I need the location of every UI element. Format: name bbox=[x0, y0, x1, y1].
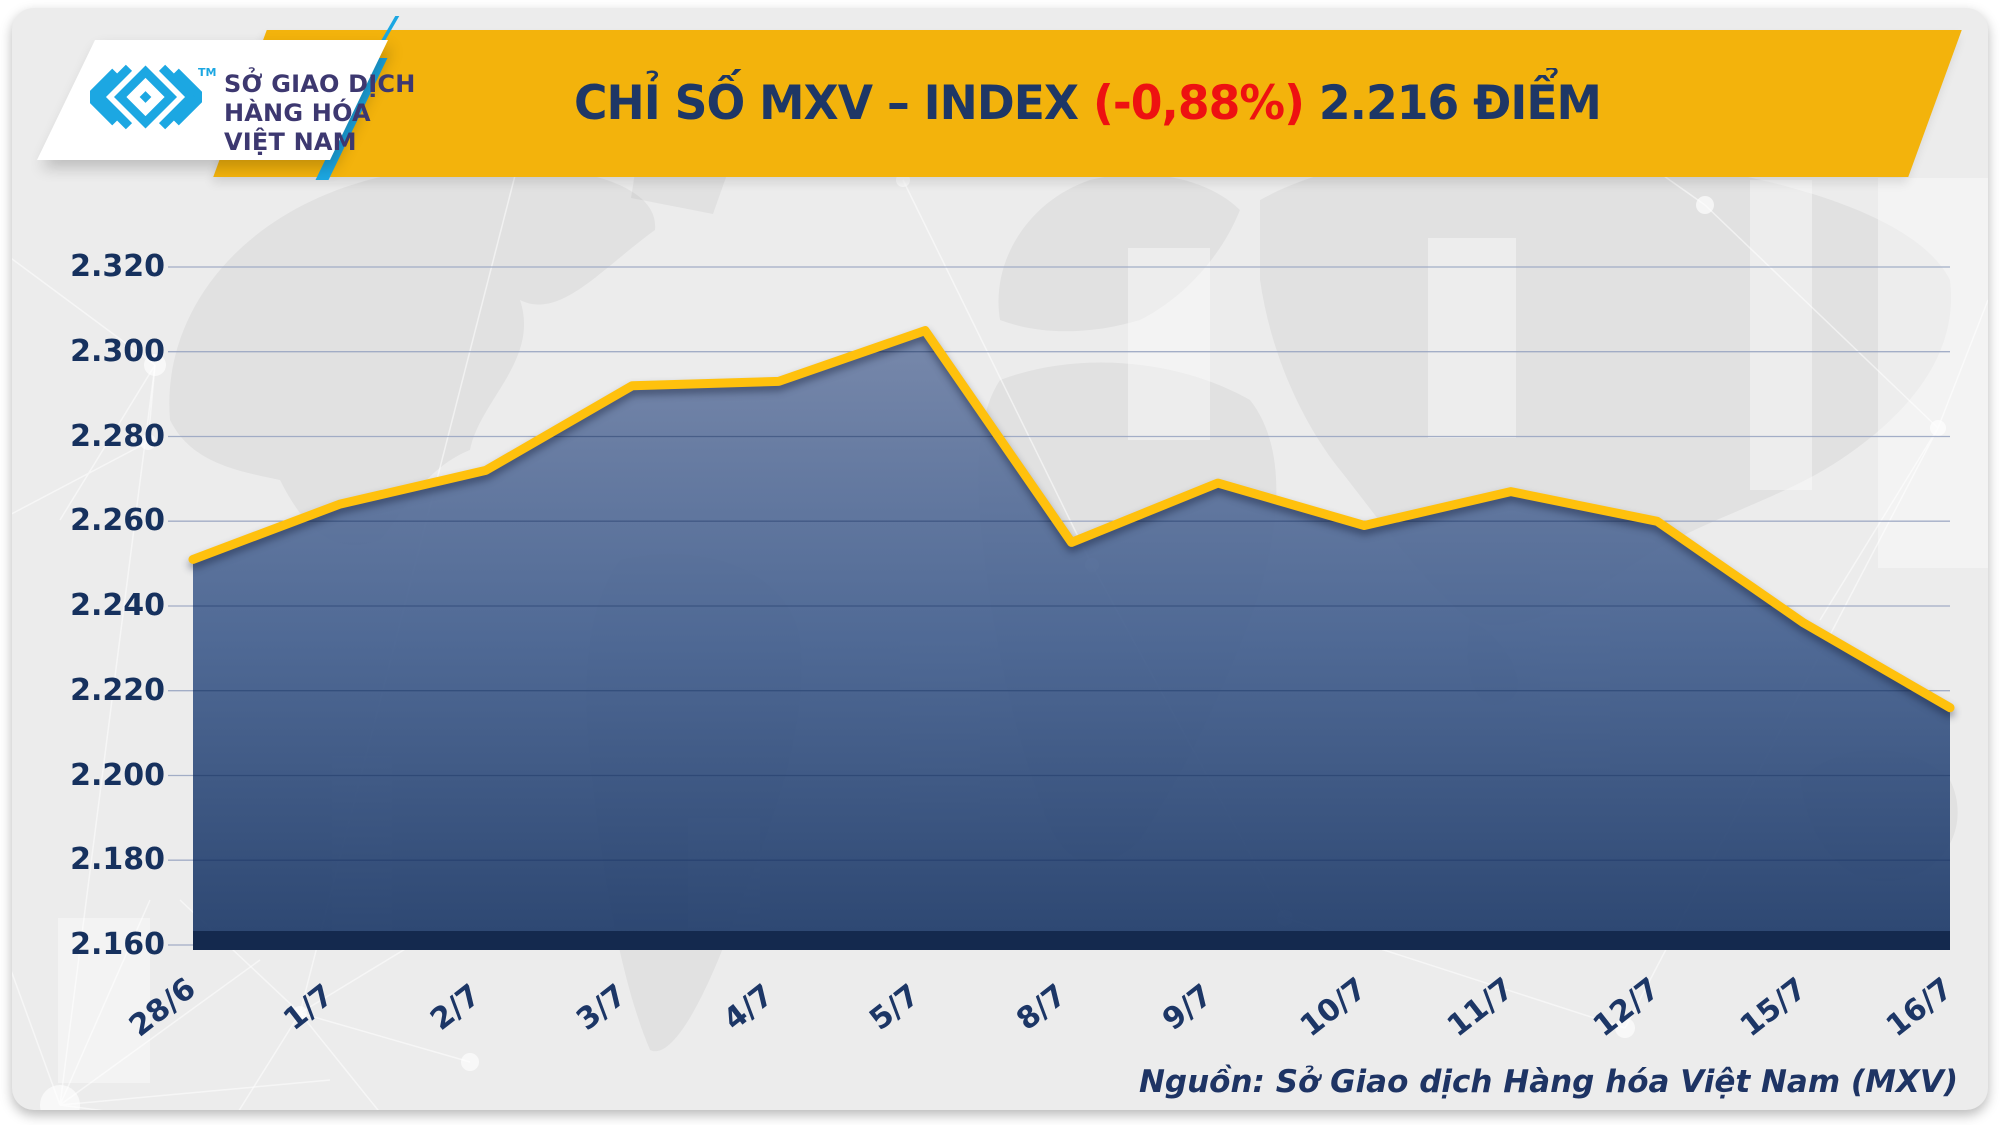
logo-text: SỞ GIAO DỊCH HÀNG HÓA VIỆT NAM bbox=[224, 70, 416, 157]
title-index-value: 2.216 ĐIỂM bbox=[1303, 76, 1602, 131]
x-axis-label: 3/7 bbox=[570, 977, 634, 1038]
network-nodes-watermark bbox=[40, 39, 1946, 1110]
x-axis-label: 15/7 bbox=[1733, 971, 1814, 1045]
y-axis-label: 2.200 bbox=[70, 757, 165, 793]
y-axis-label: 2.240 bbox=[70, 588, 165, 623]
y-axis-label: 2.320 bbox=[70, 249, 165, 284]
x-axis-label: 2/7 bbox=[423, 977, 488, 1038]
x-axis-label: 10/7 bbox=[1294, 971, 1374, 1045]
x-axis-label: 11/7 bbox=[1440, 971, 1521, 1045]
x-axis-baseline-bar bbox=[193, 931, 1950, 950]
area-fill bbox=[193, 330, 1950, 946]
title-change-percent: (-0,88%) bbox=[1092, 76, 1305, 131]
x-axis-label: 12/7 bbox=[1587, 971, 1667, 1045]
y-axis-label: 2.160 bbox=[70, 927, 165, 962]
x-axis-label: 4/7 bbox=[716, 977, 780, 1038]
title-text: CHỈ SỐ MXV – INDEX bbox=[574, 76, 1093, 131]
infographic-canvas: 2.160 2.180 2.200 2.220 2.240 2.260 2.280 2.300… bbox=[12, 8, 1988, 1110]
index-line bbox=[188, 326, 1955, 713]
source-credit: Nguồn: Sở Giao dịch Hàng hóa Việt Nam (M… bbox=[1138, 1064, 1958, 1100]
x-axis-label: 9/7 bbox=[1156, 977, 1220, 1038]
y-axis-label: 2.180 bbox=[70, 842, 165, 878]
y-axis-label: 2.220 bbox=[70, 672, 165, 708]
y-axis-label: 2.300 bbox=[70, 333, 165, 369]
y-axis-label: 2.280 bbox=[70, 418, 165, 454]
x-axis-label: 5/7 bbox=[863, 977, 927, 1038]
y-axis: 2.160 2.180 2.200 2.220 2.240 2.260 2.280 2.300… bbox=[12, 8, 1988, 1110]
x-axis-label: 8/7 bbox=[1009, 977, 1073, 1038]
logo-text-line3: VIỆT NAM bbox=[224, 128, 357, 156]
chart-title: CHỈ SỐ MXV – INDEX (-0,88%) 2.216 ĐIỂM bbox=[265, 30, 1909, 177]
logo-text-line2: HÀNG HÓA bbox=[224, 99, 371, 127]
trademark-symbol: TM bbox=[198, 66, 217, 79]
logo-text-line1: SỞ GIAO DỊCH bbox=[224, 70, 416, 98]
x-axis-label: 1/7 bbox=[277, 977, 341, 1038]
x-axis-label: 28/6 bbox=[122, 971, 203, 1045]
mxv-index-area-chart bbox=[168, 266, 1955, 950]
y-axis-label: 2.260 bbox=[70, 503, 165, 539]
x-axis-label: 16/7 bbox=[1879, 971, 1960, 1045]
mxv-logo: TM SỞ GIAO DỊCH HÀNG HÓA VIỆT NAM bbox=[66, 40, 415, 160]
mxv-logo-icon bbox=[90, 64, 202, 130]
